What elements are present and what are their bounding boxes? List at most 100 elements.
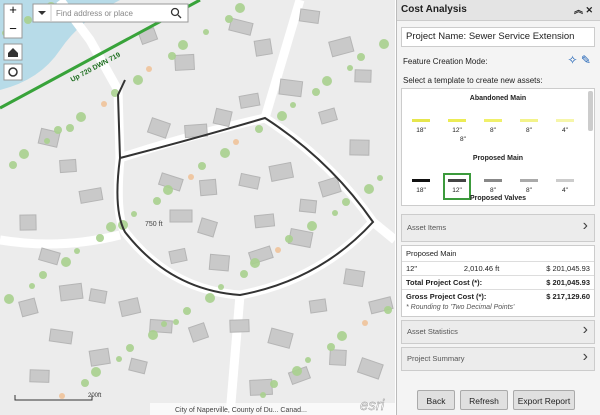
tree xyxy=(220,148,230,158)
search-dropdown[interactable] xyxy=(38,11,46,15)
building xyxy=(354,69,372,83)
button[interactable]: Back xyxy=(417,390,455,410)
building xyxy=(18,297,39,318)
panel-title: Cost Analysis ︽ ✕ xyxy=(397,0,600,21)
building xyxy=(168,247,188,265)
building xyxy=(229,319,250,333)
template-label: 4" xyxy=(562,127,568,134)
template-line xyxy=(520,179,538,182)
tree xyxy=(233,139,239,145)
template-prompt: Select a template to create new assets: xyxy=(403,76,543,85)
locate-button[interactable] xyxy=(3,63,23,81)
zoom-out[interactable]: − xyxy=(9,21,17,36)
panel: Cost Analysis ︽ ✕ Project Name: Sewer Ser… xyxy=(396,0,600,415)
tree xyxy=(377,175,383,181)
tree xyxy=(116,356,122,362)
building xyxy=(88,347,111,367)
tree xyxy=(364,184,374,194)
tree xyxy=(148,330,158,340)
template-label: 18" xyxy=(416,127,426,134)
building xyxy=(197,217,219,238)
attribution-bg xyxy=(150,403,395,415)
template-line xyxy=(520,119,538,122)
asset-items[interactable]: Asset Items xyxy=(401,213,595,242)
building xyxy=(343,268,366,288)
building xyxy=(349,139,370,156)
building xyxy=(48,328,74,345)
tree xyxy=(153,197,161,205)
tree xyxy=(81,379,89,387)
building xyxy=(198,178,218,197)
template-group: Abandoned Main xyxy=(469,95,527,102)
cost-note: * Rounding to 'Two Decimal Points' xyxy=(406,304,515,311)
tree xyxy=(290,102,296,108)
tree xyxy=(275,247,281,253)
tree xyxy=(59,393,65,399)
cost-cell: 12" xyxy=(406,264,418,273)
tree xyxy=(379,39,389,49)
building xyxy=(169,209,193,223)
building xyxy=(174,53,195,71)
tree xyxy=(61,257,71,267)
tree xyxy=(183,307,191,315)
scale-label: 200ft xyxy=(88,393,102,399)
tree xyxy=(173,319,179,325)
building xyxy=(38,247,61,266)
button[interactable]: Refresh xyxy=(460,390,508,410)
building xyxy=(268,161,295,182)
section-header[interactable]: Project Summary xyxy=(401,346,595,371)
building xyxy=(298,198,318,214)
tree xyxy=(218,284,224,290)
template-line xyxy=(484,119,502,122)
cost-group: Proposed Main xyxy=(406,249,457,258)
zoom-in[interactable]: + xyxy=(9,2,17,17)
template-group: Proposed Valves xyxy=(469,195,527,202)
tree xyxy=(178,40,188,50)
tree xyxy=(198,162,206,170)
button[interactable]: Export Report xyxy=(513,390,575,410)
total-cell: Total Project Cost (*): xyxy=(406,278,483,287)
building xyxy=(278,78,304,98)
tree xyxy=(39,271,47,279)
tree xyxy=(188,174,194,180)
scrollbar xyxy=(588,91,593,131)
building xyxy=(128,357,148,375)
scale-bar xyxy=(14,395,93,401)
building xyxy=(78,187,104,204)
distance-label: 750 ft xyxy=(145,221,163,228)
section-header[interactable]: Asset Statistics xyxy=(401,319,595,344)
tree xyxy=(168,52,176,60)
tree xyxy=(66,124,74,132)
tree xyxy=(337,331,347,341)
search-icon[interactable] xyxy=(170,7,180,17)
tree xyxy=(96,234,104,242)
template-line xyxy=(412,179,430,182)
tree xyxy=(9,161,17,169)
tree xyxy=(332,210,338,216)
tree xyxy=(133,75,143,85)
search-box[interactable] xyxy=(32,3,189,23)
building xyxy=(267,327,294,349)
tree xyxy=(44,138,50,144)
tree xyxy=(322,76,332,86)
zoom-control xyxy=(3,3,23,39)
tree xyxy=(285,235,293,243)
map[interactable]: Up 720 DWN 719 750 ft + − Find address o… xyxy=(0,0,395,415)
building xyxy=(212,107,233,128)
tree xyxy=(225,15,233,23)
project-polygon xyxy=(116,79,375,297)
attribution: City of Naperville, County of Du... Cana… xyxy=(175,407,307,414)
template-group: Proposed Main xyxy=(472,155,524,162)
building xyxy=(328,35,355,58)
tree xyxy=(277,111,287,121)
cost-table: Proposed Main 12" 2,010.46 ft $ 201,045.93… xyxy=(401,245,595,317)
building xyxy=(318,107,338,125)
panel-controls[interactable]: ︽ ✕ xyxy=(573,5,593,15)
template-label: 4" xyxy=(562,187,568,194)
search-icon-handle xyxy=(177,14,182,19)
tree xyxy=(327,343,335,351)
mode-icons[interactable]: ✧ ✎ xyxy=(567,53,591,67)
template-line xyxy=(448,179,466,182)
floating-label: 8" xyxy=(460,136,466,143)
